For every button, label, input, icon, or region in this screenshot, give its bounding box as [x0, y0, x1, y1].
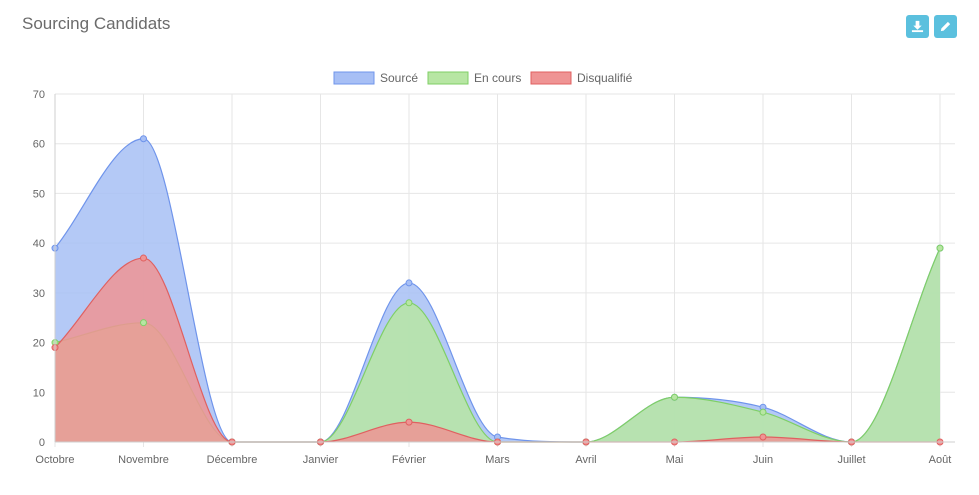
legend-label-1[interactable]: En cours: [474, 71, 521, 85]
y-tick-label: 50: [33, 188, 45, 200]
y-tick-label: 20: [33, 338, 45, 350]
x-tick-label: Octobre: [35, 454, 74, 466]
legend-swatch-0[interactable]: [333, 71, 375, 85]
x-tick-label: Novembre: [118, 454, 169, 466]
data-point-2-1[interactable]: [140, 254, 147, 262]
data-point-2-4[interactable]: [405, 418, 413, 426]
y-tick-label: 30: [33, 288, 45, 300]
x-tick-label: Mars: [485, 454, 510, 466]
legend-label-2[interactable]: Disqualifié: [577, 71, 633, 85]
y-tick-label: 0: [39, 437, 45, 449]
edit-button[interactable]: [934, 15, 957, 38]
x-tick-label: Juillet: [837, 454, 865, 466]
series-line-2: [54, 257, 940, 443]
y-tick-label: 70: [33, 89, 45, 101]
data-point-1-7[interactable]: [671, 393, 678, 401]
x-tick-label: Janvier: [303, 454, 339, 466]
x-tick-label: Décembre: [207, 454, 258, 466]
x-tick-label: Juin: [753, 454, 773, 466]
legend-swatch-2[interactable]: [530, 71, 572, 85]
x-tick-label: Août: [929, 454, 952, 466]
x-tick-label: Avril: [575, 454, 596, 466]
pencil-icon: [940, 21, 951, 32]
data-point-1-10[interactable]: [936, 244, 944, 252]
chart-toolbar: [906, 15, 957, 38]
y-tick-label: 40: [33, 238, 45, 250]
series-area-2: [55, 258, 940, 442]
data-point-1-8[interactable]: [759, 408, 767, 416]
data-point-1-1[interactable]: [140, 319, 147, 327]
data-point-0-4[interactable]: [405, 279, 413, 287]
download-button[interactable]: [906, 15, 929, 38]
page-title: Sourcing Candidats: [22, 14, 171, 33]
x-tick-label: Mai: [666, 454, 684, 466]
x-tick-label: Février: [392, 454, 427, 466]
download-icon: [911, 20, 924, 33]
series-line-0: [54, 138, 941, 443]
legend-label-0[interactable]: Sourcé: [380, 71, 418, 85]
y-tick-label: 10: [33, 387, 45, 399]
data-point-1-4[interactable]: [405, 299, 413, 307]
y-tick-label: 60: [33, 139, 45, 151]
data-point-2-8[interactable]: [759, 433, 767, 441]
data-point-0-1[interactable]: [140, 135, 147, 143]
legend-swatch-1[interactable]: [427, 71, 469, 85]
